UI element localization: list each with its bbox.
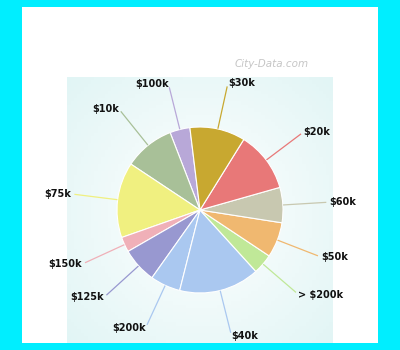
Text: Income distribution in Cowan, TN (%): Income distribution in Cowan, TN (%) [31,22,369,36]
Text: $125k: $125k [70,292,104,302]
Text: $10k: $10k [92,104,119,114]
Wedge shape [131,133,200,210]
Text: $75k: $75k [44,189,71,199]
Text: All residents: All residents [156,55,244,69]
Text: $100k: $100k [135,79,168,89]
Wedge shape [180,210,256,293]
Wedge shape [122,210,200,251]
Wedge shape [200,187,283,223]
Text: > $200k: > $200k [298,289,344,300]
Wedge shape [128,210,200,278]
Text: City-Data.com: City-Data.com [234,59,308,69]
Text: $30k: $30k [228,78,255,88]
Wedge shape [200,140,280,210]
Text: $50k: $50k [321,252,348,262]
Wedge shape [200,210,282,256]
Text: $200k: $200k [112,323,146,333]
Text: $40k: $40k [232,331,258,341]
Text: $150k: $150k [48,259,82,269]
Wedge shape [117,164,200,238]
Wedge shape [170,128,200,210]
Wedge shape [152,210,200,290]
Text: $60k: $60k [330,197,356,207]
Wedge shape [200,210,269,271]
Text: $20k: $20k [304,127,330,137]
Wedge shape [190,127,244,210]
